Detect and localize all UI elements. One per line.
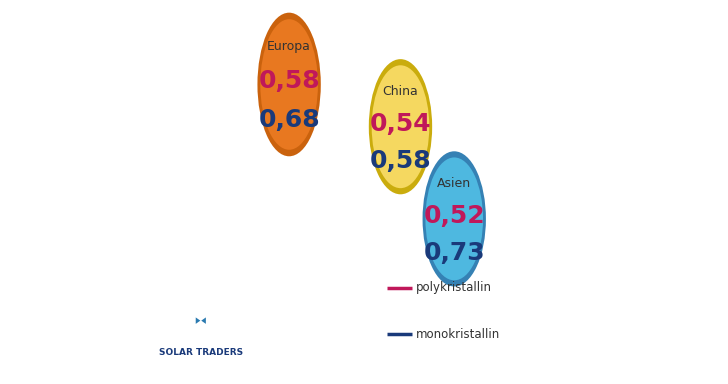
- Polygon shape: [201, 318, 206, 324]
- Ellipse shape: [261, 19, 318, 150]
- Ellipse shape: [258, 13, 321, 156]
- Ellipse shape: [422, 151, 486, 286]
- Ellipse shape: [369, 59, 432, 194]
- Text: Asien: Asien: [438, 177, 471, 190]
- Text: 0,52: 0,52: [424, 204, 485, 228]
- Text: 0,58: 0,58: [370, 149, 431, 172]
- Text: SOLAR TRADERS: SOLAR TRADERS: [159, 348, 243, 356]
- Text: China: China: [383, 84, 419, 98]
- Text: polykristallin: polykristallin: [416, 281, 492, 295]
- Text: monokristallin: monokristallin: [416, 328, 500, 341]
- Polygon shape: [196, 318, 200, 324]
- Text: 0,58: 0,58: [258, 69, 320, 93]
- Ellipse shape: [372, 65, 430, 188]
- Ellipse shape: [425, 157, 483, 280]
- Text: 0,54: 0,54: [370, 112, 431, 136]
- Text: 0,73: 0,73: [424, 241, 485, 265]
- Text: Europa: Europa: [267, 40, 311, 53]
- Text: 0,68: 0,68: [258, 108, 320, 132]
